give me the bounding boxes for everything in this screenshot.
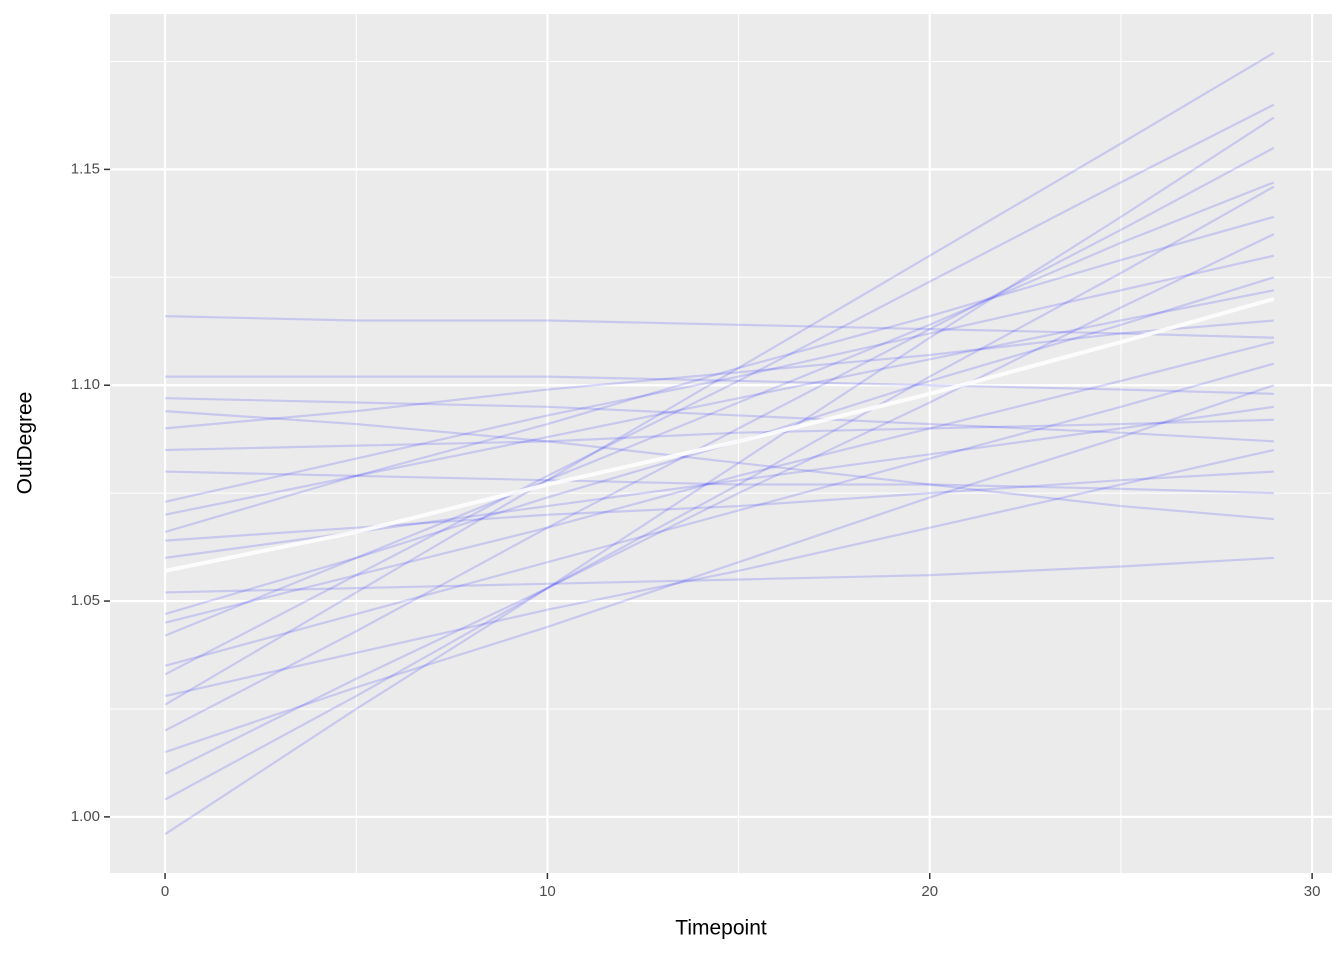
series-line <box>164 103 1275 676</box>
y-tick-label: 1.05 <box>71 592 100 609</box>
x-tick-label: 10 <box>539 883 556 900</box>
x-tick-label: 0 <box>161 883 169 900</box>
series-line <box>164 319 1274 430</box>
series-line <box>165 470 1274 495</box>
series-line <box>165 418 1274 452</box>
mean-line <box>164 296 1275 573</box>
y-tick-label: 1.00 <box>71 808 100 825</box>
x-tick-label: 30 <box>1304 883 1321 900</box>
series-line <box>164 181 1275 637</box>
series-line <box>164 340 1275 624</box>
series-line <box>164 289 1275 516</box>
series-line <box>164 51 1275 706</box>
series-line <box>164 116 1275 836</box>
x-axis-title: Timepoint <box>675 917 767 940</box>
series-line <box>165 375 1274 395</box>
series-line <box>164 254 1275 503</box>
series-line <box>164 410 1274 521</box>
series-line <box>165 556 1274 594</box>
y-tick-label: 1.10 <box>71 376 100 393</box>
series-line <box>164 470 1274 542</box>
y-axis-title: OutDegree <box>14 392 37 495</box>
series-line <box>164 146 1275 732</box>
series-line <box>164 185 1275 801</box>
series-line <box>165 397 1274 443</box>
series-line <box>164 448 1275 698</box>
series-line <box>164 362 1275 667</box>
series-line <box>164 233 1275 775</box>
series-line <box>164 384 1275 754</box>
series-line <box>164 215 1275 534</box>
series-line <box>165 315 1274 339</box>
y-tick-label: 1.15 <box>71 160 100 177</box>
x-tick-label: 20 <box>921 883 938 900</box>
